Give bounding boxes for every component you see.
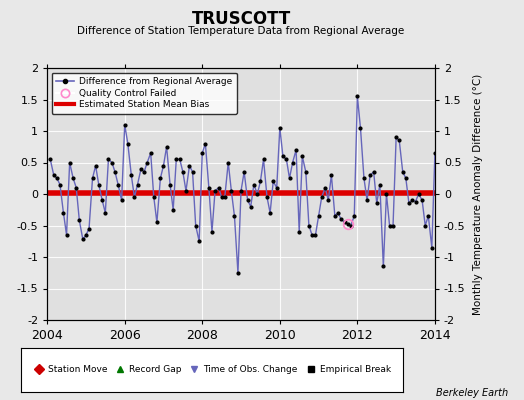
Text: Difference of Station Temperature Data from Regional Average: Difference of Station Temperature Data f… (78, 26, 405, 36)
Text: TRUSCOTT: TRUSCOTT (191, 10, 291, 28)
Legend: Difference from Regional Average, Quality Control Failed, Estimated Station Mean: Difference from Regional Average, Qualit… (52, 72, 236, 114)
Legend: Station Move, Record Gap, Time of Obs. Change, Empirical Break: Station Move, Record Gap, Time of Obs. C… (31, 363, 394, 377)
Text: Berkeley Earth: Berkeley Earth (436, 388, 508, 398)
Y-axis label: Monthly Temperature Anomaly Difference (°C): Monthly Temperature Anomaly Difference (… (473, 73, 483, 315)
